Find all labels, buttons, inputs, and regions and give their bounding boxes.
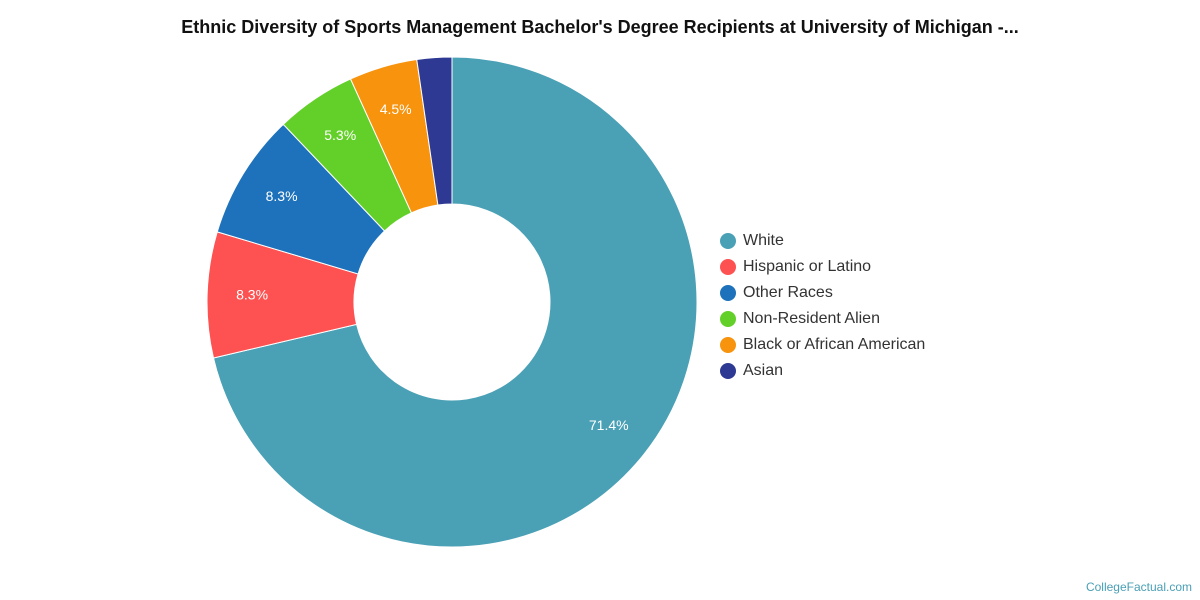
watermark-link[interactable]: CollegeFactual.com xyxy=(1085,580,1192,594)
legend-label: Other Races xyxy=(743,284,833,301)
legend-dot-icon xyxy=(720,259,736,275)
slice-label: 4.5% xyxy=(380,101,412,117)
legend-dot-icon xyxy=(720,233,736,249)
legend-label: White xyxy=(743,232,784,249)
legend-dot-icon xyxy=(720,311,736,327)
chart-legend: White Hispanic or Latino Other Races Non-Re… xyxy=(720,228,925,384)
slice-label: 8.3% xyxy=(266,188,298,204)
legend-label: Hispanic or Latino xyxy=(743,258,872,275)
legend-dot-icon xyxy=(720,363,736,379)
legend-item[interactable]: Non-Resident Alien xyxy=(720,306,925,332)
legend-label: Non-Resident Alien xyxy=(743,310,880,327)
slice-white[interactable] xyxy=(212,56,698,548)
legend-item[interactable]: Other Races xyxy=(720,280,925,306)
legend-item[interactable]: Black or African American xyxy=(720,332,925,358)
legend-dot-icon xyxy=(720,337,736,353)
chart-title: Ethnic Diversity of Sports Management Ba… xyxy=(181,17,1019,37)
legend-label: Asian xyxy=(743,362,784,379)
legend-label: Black or African American xyxy=(743,336,926,353)
slice-label: 5.3% xyxy=(324,127,356,143)
legend-item[interactable]: Hispanic or Latino xyxy=(720,254,925,280)
slice-label: 71.4% xyxy=(589,417,629,433)
slice-asian[interactable] xyxy=(416,56,453,206)
slice-label: 8.3% xyxy=(236,287,268,303)
legend-item[interactable]: Asian xyxy=(720,358,925,384)
legend-item[interactable]: White xyxy=(720,228,925,254)
legend-dot-icon xyxy=(720,285,736,301)
